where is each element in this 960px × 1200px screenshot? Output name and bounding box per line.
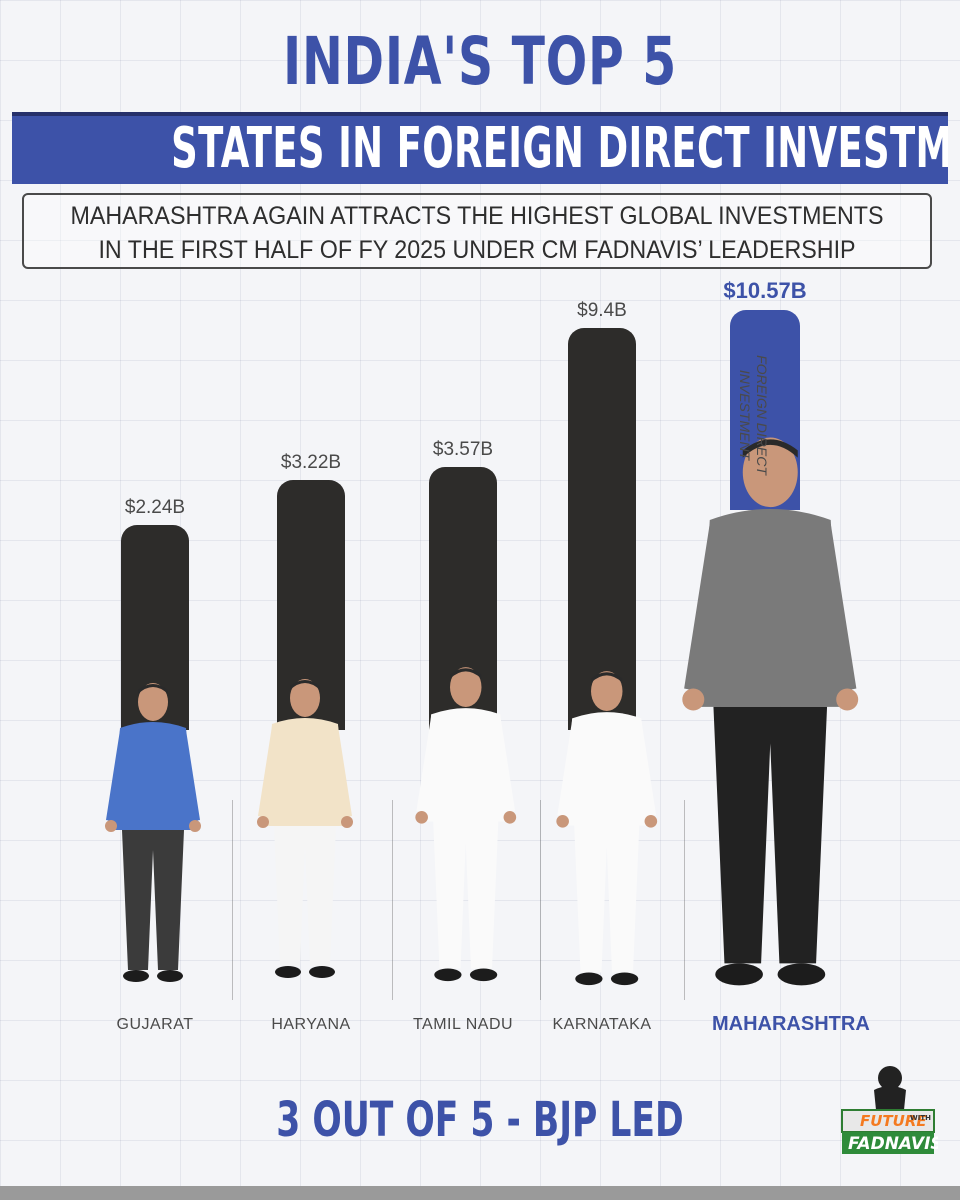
column-divider <box>392 800 393 1000</box>
bar-karnataka <box>568 328 636 730</box>
bar-gujarat <box>121 525 189 730</box>
subtitle-box: MAHARASHTRA AGAIN ATTRACTS THE HIGHEST G… <box>22 193 932 269</box>
value-label-gujarat: $2.24B <box>124 497 186 518</box>
footer-tagline: 3 OUT OF 5 - BJP LED <box>276 1092 684 1148</box>
future-with-fadnavis-logo: FUTURE WITH FADNAVIS <box>841 1066 938 1154</box>
bar-tamil-nadu <box>429 466 497 730</box>
category-label-gujarat: GUJARAT <box>116 1016 194 1033</box>
logo-text-small: WITH <box>910 1114 931 1122</box>
category-label-maharashtra: MAHARASHTRA <box>712 1013 870 1035</box>
band-title: STATES IN FOREIGN DIRECT INVESTMENT <box>171 116 948 181</box>
column-divider <box>684 800 685 1000</box>
category-label-haryana: HARYANA <box>271 1016 351 1033</box>
page-title: INDIA'S TOP 5 <box>283 23 677 100</box>
category-label-tamil-nadu: TAMIL NADU <box>412 1016 514 1033</box>
column-divider <box>540 800 541 1000</box>
value-label-maharashtra: $10.57B <box>723 278 807 303</box>
maharashtra-cm-figure <box>682 437 858 986</box>
bottom-strip <box>0 1186 960 1200</box>
logo-text-top: FUTURE <box>860 1112 927 1130</box>
logo-text-bottom: FADNAVIS <box>848 1134 938 1154</box>
value-label-karnataka: $9.4B <box>577 300 627 321</box>
karnataka-cm-figure <box>556 671 658 986</box>
title-band: STATES IN FOREIGN DIRECT INVESTMENT <box>12 112 948 184</box>
tamil-nadu-cm-figure <box>415 667 517 982</box>
column-divider <box>232 800 233 1000</box>
value-label-haryana: $3.22B <box>280 452 342 474</box>
subtitle-line-1: MAHARASHTRA AGAIN ATTRACTS THE HIGHEST G… <box>70 202 884 230</box>
haryana-cm-figure <box>257 679 353 978</box>
subtitle-line-2: IN THE FIRST HALF OF FY 2025 UNDER CM FA… <box>98 236 856 264</box>
category-label-karnataka: KARNATAKA <box>552 1016 652 1033</box>
fdi-annotation: FOREIGN DIRECT INVESTMENT <box>737 355 770 475</box>
gujarat-cm-figure <box>105 683 201 982</box>
bar-haryana <box>277 480 345 730</box>
value-label-tamil-nadu: $3.57B <box>432 438 494 460</box>
